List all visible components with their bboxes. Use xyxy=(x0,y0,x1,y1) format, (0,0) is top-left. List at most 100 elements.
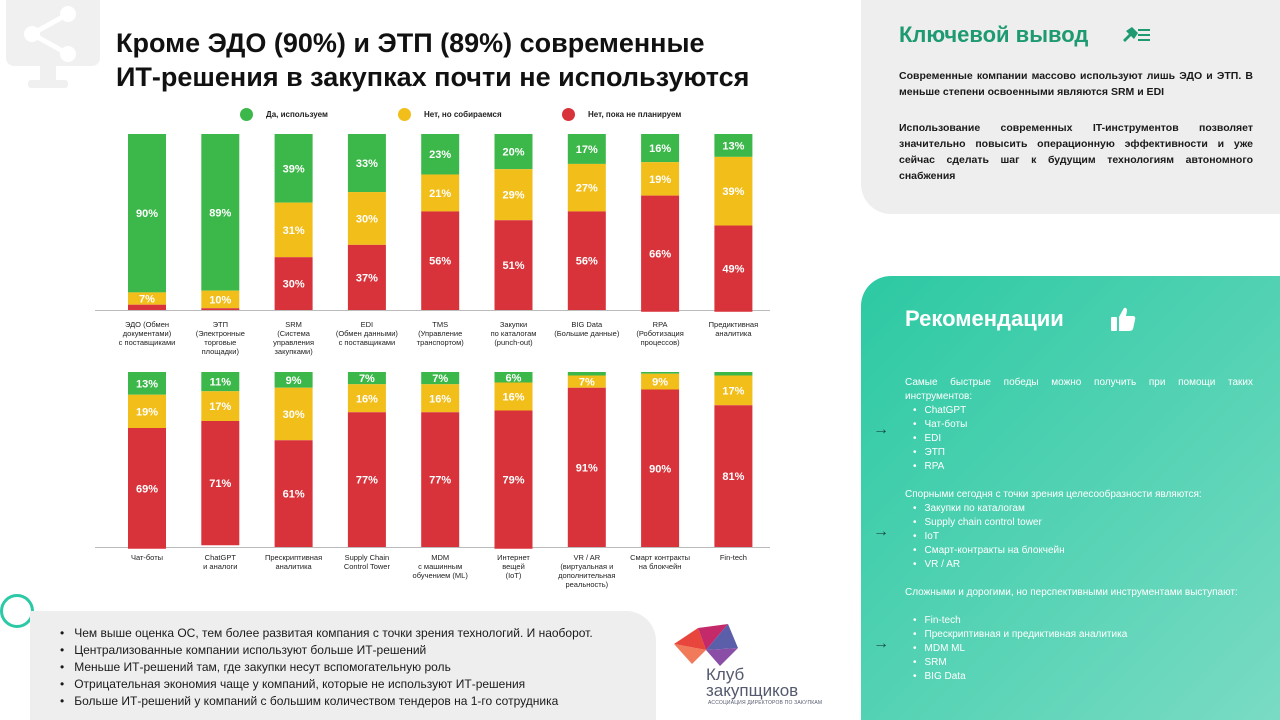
data-label: 9% xyxy=(286,375,302,387)
data-label: 81% xyxy=(722,471,744,483)
rec-group-2-list: Закупки по каталогам Supply chain contro… xyxy=(913,502,1065,572)
finding-item: Чем выше оценка ОС, тем более развитая к… xyxy=(60,625,592,642)
category-label: (IoT) xyxy=(506,571,522,580)
category-label: площадки) xyxy=(202,347,240,356)
bar-segment xyxy=(347,412,386,547)
bar-segment xyxy=(421,384,460,413)
category-label: процессов) xyxy=(641,338,681,347)
data-label: 89% xyxy=(209,207,231,219)
category-label: дополнительная xyxy=(558,571,615,580)
data-label: 90% xyxy=(649,463,671,475)
data-label: 56% xyxy=(429,256,451,268)
logo-mark xyxy=(674,624,738,666)
rec-group-3-intro: Сложными и дорогими, но перспективными и… xyxy=(905,587,1238,598)
legend-item-yes: Да, используем xyxy=(240,108,328,121)
bar-segment xyxy=(494,372,533,383)
recommendations-title: Рекомендации xyxy=(905,306,1064,331)
category-label: (Электронные xyxy=(196,329,245,338)
data-label: 16% xyxy=(429,393,451,405)
category-label: управления xyxy=(273,338,314,347)
rec-group-1-list: ChatGPT Чат-боты EDI ЭТП RPA xyxy=(913,404,968,474)
legend-item-no: Нет, пока не планируем xyxy=(562,108,681,121)
category-label: BIG Data xyxy=(571,320,603,329)
category-label: EDI xyxy=(361,320,374,329)
data-label: 13% xyxy=(136,378,158,390)
pin-list-icon xyxy=(1123,27,1150,42)
rec-item: Чат-боты xyxy=(913,418,968,432)
bar-segment xyxy=(421,372,460,385)
category-label: Закупки xyxy=(500,320,527,329)
data-label: 39% xyxy=(722,186,744,198)
legend-label-no: Нет, пока не планируем xyxy=(588,110,682,119)
category-label: закупками) xyxy=(274,347,313,356)
bar-segment xyxy=(641,373,680,390)
bar-segment xyxy=(128,292,166,305)
bar-segment xyxy=(347,244,386,310)
data-label: 69% xyxy=(136,483,158,495)
findings-panel: Чем выше оценка ОС, тем более развитая к… xyxy=(30,611,656,720)
bar-segment xyxy=(421,412,460,547)
bar-segment xyxy=(494,220,533,310)
rec-item: Смарт-контракты на блокчейн xyxy=(913,544,1065,558)
thumbs-up-icon xyxy=(1111,307,1136,331)
key-takeaway-title: Ключевой вывод xyxy=(899,22,1089,47)
data-label: 13% xyxy=(722,140,744,152)
rec-item: IoT xyxy=(913,530,1065,544)
bar-segment xyxy=(567,375,606,388)
finding-item: Больше ИТ-решений у компаний с большим к… xyxy=(60,693,593,710)
category-label: (Обмен данными) xyxy=(336,329,399,338)
data-label: 6% xyxy=(506,372,522,384)
rec-group-3-list: Fin-tech Прескриптивная и предиктивная а… xyxy=(913,614,1128,684)
data-label: 49% xyxy=(722,264,744,276)
category-label: аналитика xyxy=(715,329,752,338)
bar-segment xyxy=(201,391,240,421)
key-takeaway-text-1: Современные компании массово используют … xyxy=(899,70,1253,98)
category-label: документами) xyxy=(123,329,172,338)
legend-item-planning: Нет, но собираемся xyxy=(398,108,502,121)
category-label: аналитика xyxy=(275,562,312,571)
data-label: 10% xyxy=(209,294,231,306)
bar-segment xyxy=(567,387,606,547)
arrow-right-icon: → xyxy=(873,421,889,438)
category-label: Fin-tech xyxy=(720,553,747,562)
bar-segment xyxy=(201,290,240,309)
bar-segment xyxy=(641,389,680,547)
key-takeaway-panel: Ключевой вывод Современные компании масс… xyxy=(861,0,1280,214)
bar-segment xyxy=(201,134,240,291)
rec-item: BIG Data xyxy=(913,670,1127,684)
title-line-1: Кроме ЭДО (90%) и ЭТП (89%) современные xyxy=(116,28,705,58)
category-label: SRM xyxy=(285,320,302,329)
legend-dot-no xyxy=(562,108,575,121)
data-label: 31% xyxy=(283,225,305,237)
category-label: Смарт контракты xyxy=(630,553,690,562)
rec-item: RPA xyxy=(913,460,967,474)
bar-segment xyxy=(494,134,533,170)
bar-segment xyxy=(201,308,240,310)
bar-segment xyxy=(714,405,753,547)
data-label: 19% xyxy=(649,174,671,186)
bar-segment xyxy=(494,410,533,549)
data-label: 77% xyxy=(356,475,378,487)
legend-dot-planning xyxy=(398,108,411,121)
rec-item: EDI xyxy=(913,432,967,446)
category-label: обучением (ML) xyxy=(413,571,469,580)
data-label: 17% xyxy=(576,144,598,156)
rec-item: Прескриптивная и предиктивная аналитика xyxy=(913,628,1128,642)
rec-group-1-intro: Самые быстрые победы можно получить при … xyxy=(905,377,1253,402)
decorative-ring xyxy=(0,594,34,628)
category-label: торговые xyxy=(204,338,236,347)
bar-segment xyxy=(128,428,166,549)
data-label: 23% xyxy=(429,149,451,161)
data-label: 21% xyxy=(429,188,451,200)
data-label: 79% xyxy=(502,475,524,487)
bar-segment xyxy=(714,225,753,312)
category-label: на блокчейн xyxy=(639,562,682,571)
category-label: Прескриптивная xyxy=(265,553,322,562)
bar-segment xyxy=(421,134,460,175)
category-label: Supply Chain xyxy=(345,553,390,562)
category-label: с поставщиками xyxy=(119,338,176,347)
data-label: 7% xyxy=(359,373,375,385)
category-label: ЭДО (Обмен xyxy=(125,320,169,329)
category-label: с поставщиками xyxy=(339,338,396,347)
page-title: Кроме ЭДО (90%) и ЭТП (89%) современные … xyxy=(116,26,836,94)
